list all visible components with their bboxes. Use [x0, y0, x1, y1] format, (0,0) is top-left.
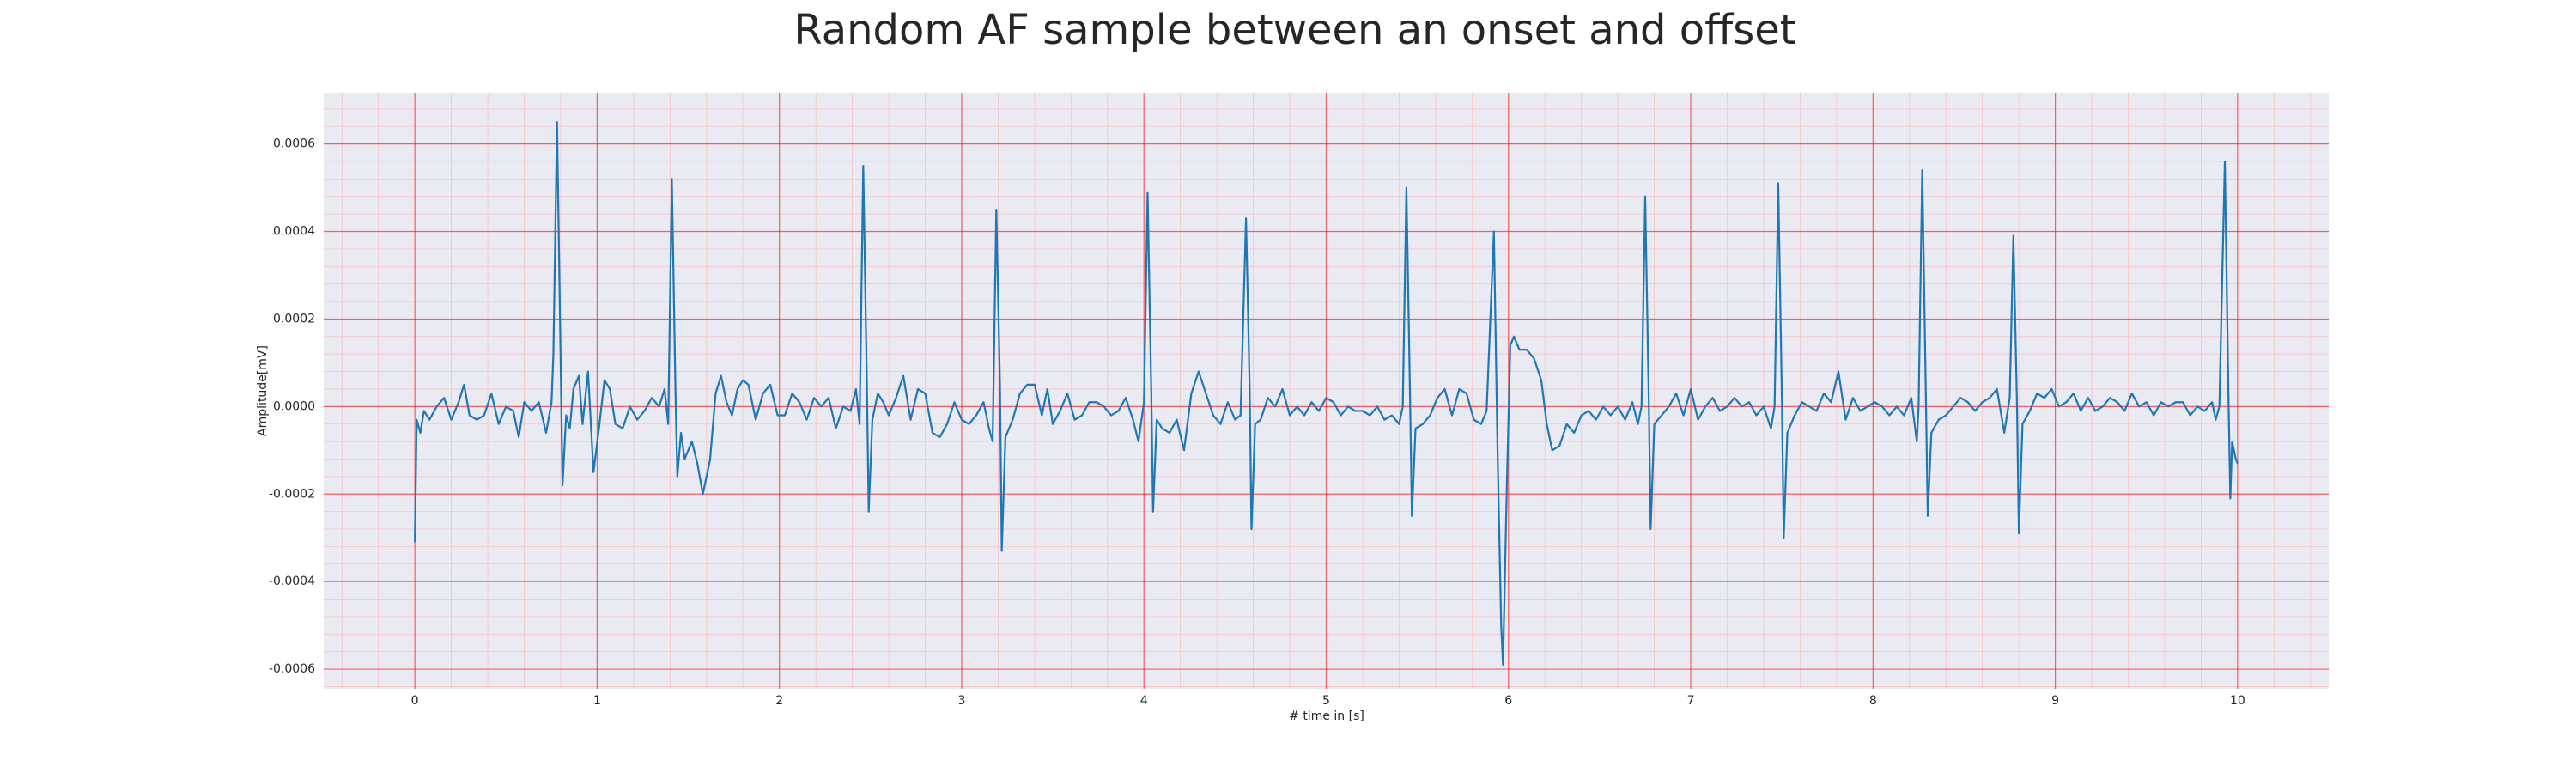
y-tick-label: 0.0006 — [273, 137, 315, 151]
x-tick-label: 6 — [1504, 694, 1512, 708]
x-tick-label: 7 — [1687, 694, 1695, 708]
x-tick-label: 4 — [1140, 694, 1148, 708]
x-tick-label: 10 — [2230, 694, 2245, 708]
x-axis-label: # time in [s] — [1289, 709, 1364, 723]
x-tick-label: 2 — [775, 694, 783, 708]
y-axis-label: Amplitude[mV] — [256, 345, 270, 436]
y-tick-label: -0.0004 — [269, 575, 315, 588]
x-tick-label: 1 — [593, 694, 601, 708]
x-tick-label: 3 — [957, 694, 965, 708]
x-tick-label: 8 — [1869, 694, 1877, 708]
y-tick-label: 0.0000 — [273, 399, 315, 413]
x-tick-label: 0 — [411, 694, 419, 708]
y-tick-label: -0.0002 — [269, 487, 315, 501]
y-tick-label: 0.0002 — [273, 312, 315, 326]
y-tick-label: -0.0006 — [269, 662, 315, 676]
x-tick-label: 5 — [1322, 694, 1330, 708]
x-tick-label: 9 — [2051, 694, 2059, 708]
chart-title: Random AF sample between an onset and of… — [793, 6, 1795, 54]
y-tick-label: 0.0004 — [273, 225, 315, 239]
signal-line — [414, 121, 2239, 666]
